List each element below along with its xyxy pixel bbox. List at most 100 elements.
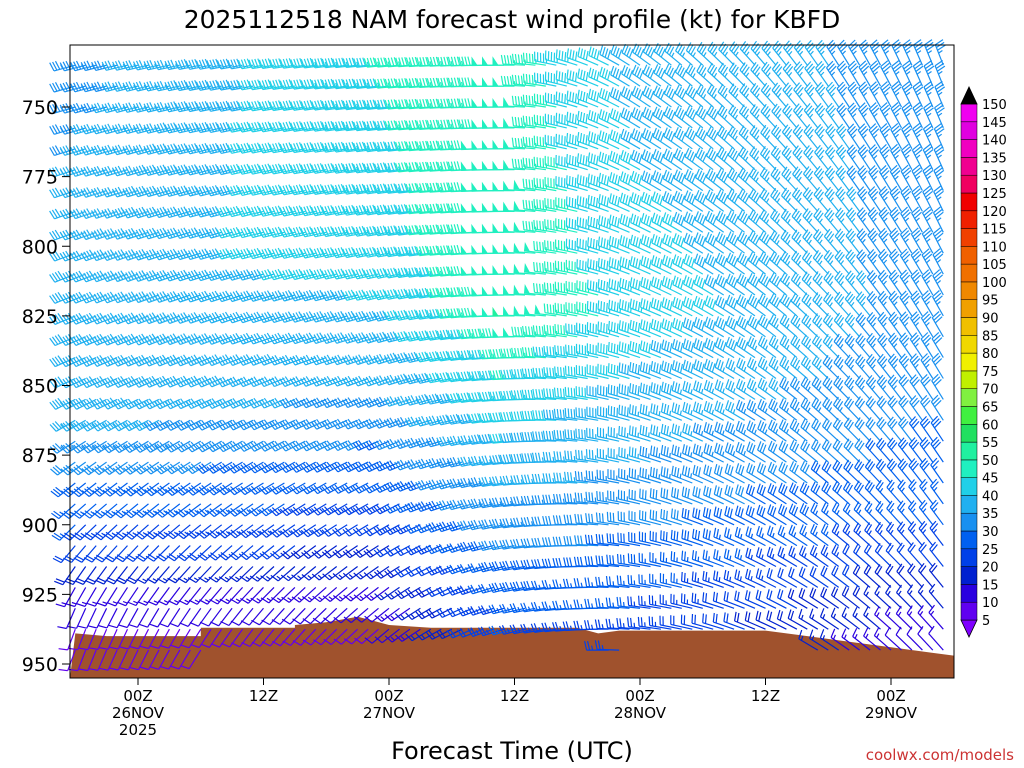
wind-barb [186, 524, 212, 539]
x-tick-label: 27NOV [363, 704, 416, 722]
wind-barb [195, 58, 222, 70]
wind-barb [92, 503, 118, 519]
wind-barb [91, 419, 118, 432]
colorbar-swatch [960, 459, 978, 478]
wind-barb [93, 524, 118, 541]
wind-barb [157, 587, 181, 606]
wind-barb [238, 545, 264, 561]
colorbar-swatch [960, 601, 978, 621]
wind-barb [230, 607, 254, 626]
wind-barb [321, 141, 348, 153]
wind-barb [185, 101, 212, 113]
wind-barb [206, 58, 233, 70]
wind-barb [312, 586, 338, 603]
x-tick-label: 26NOV [112, 704, 165, 722]
wind-barb [310, 268, 337, 280]
colorbar-swatch [960, 299, 978, 318]
wind-barb [189, 607, 212, 627]
footer-credit: coolwx.com/models [866, 746, 1014, 764]
colorbar-label: 95 [982, 294, 999, 309]
wind-barb [132, 123, 160, 134]
wind-barb [269, 58, 295, 69]
wind-barb [73, 545, 97, 563]
wind-barb [98, 628, 118, 650]
wind-barb [143, 419, 170, 432]
colorbar-swatch [960, 512, 978, 532]
wind-barb [123, 482, 149, 497]
wind-barb [218, 545, 243, 561]
colorbar-swatch [960, 566, 978, 585]
wind-barb [126, 566, 149, 585]
colorbar-label: 80 [982, 347, 999, 362]
wind-barb [119, 649, 139, 671]
wind-barb [258, 121, 285, 133]
wind-barb [83, 545, 108, 563]
wind-barb [289, 205, 316, 217]
wind-barb [240, 607, 264, 626]
wind-barb [310, 226, 337, 238]
colorbar-label: 50 [982, 454, 999, 469]
wind-barb [227, 142, 254, 154]
y-tick-label: 900 [22, 515, 58, 537]
colorbar-swatch [960, 584, 978, 603]
wind-barb [226, 311, 254, 324]
wind-barb [129, 628, 150, 650]
wind-barb [251, 607, 275, 626]
wind-barb [237, 100, 264, 112]
wind-barb [248, 524, 275, 538]
wind-barb [166, 545, 191, 562]
wind-barb [144, 503, 170, 518]
wind-barb [216, 142, 243, 154]
y-tick-label: 750 [22, 97, 58, 119]
wind-barb [218, 566, 244, 583]
wind-barb [134, 524, 160, 540]
colorbar-swatch [960, 477, 978, 496]
wind-barb [280, 566, 306, 582]
wind-barb [239, 566, 264, 582]
y-axis: 750 775 800 825 850 875 900 925 950 [22, 97, 70, 676]
colorbar-swatch [960, 246, 978, 265]
wind-barb [282, 628, 306, 647]
wind-barb [228, 545, 254, 561]
colorbar-swatch [960, 424, 978, 443]
colorbar-swatch [960, 548, 978, 567]
colorbar-swatch [960, 139, 978, 158]
wind-barb [196, 461, 223, 475]
wind-barb [289, 226, 316, 238]
wind-barb [227, 100, 254, 112]
wind-barb [129, 649, 150, 671]
wind-barb [279, 100, 306, 111]
colorbar-label: 25 [982, 543, 999, 558]
colorbar-label: 85 [982, 329, 999, 344]
colorbar-swatch [960, 406, 978, 425]
wind-barb [164, 291, 191, 303]
wind-barb [88, 649, 108, 671]
wind-barb [145, 545, 170, 562]
y-tick-label: 850 [22, 376, 58, 398]
y-tick-label: 950 [22, 654, 58, 676]
wind-barb [143, 291, 170, 303]
wind-barb [154, 482, 181, 497]
wind-barb [60, 461, 87, 476]
colorbar-swatch [960, 317, 978, 336]
colorbar-swatch [960, 103, 978, 123]
wind-barb [206, 503, 233, 518]
wind-barb [237, 461, 264, 474]
x-tick-label: 00Z [123, 687, 152, 705]
wind-barb [84, 566, 108, 585]
wind-barb [302, 607, 327, 625]
wind-barb [311, 99, 337, 111]
wind-barb [231, 628, 254, 648]
wind-barb [207, 524, 233, 539]
wind-barb [238, 524, 264, 539]
wind-barb [210, 607, 233, 627]
wind-barb [258, 205, 285, 217]
wind-barb [302, 628, 327, 646]
wind-barb [101, 144, 128, 156]
colorbar-label: 30 [982, 525, 999, 540]
wind-barb [249, 545, 275, 560]
colorbar-swatch [960, 335, 978, 354]
wind-barb [321, 57, 348, 69]
colorbar-swatch [960, 210, 978, 229]
colorbar-label: 100 [982, 276, 1007, 291]
